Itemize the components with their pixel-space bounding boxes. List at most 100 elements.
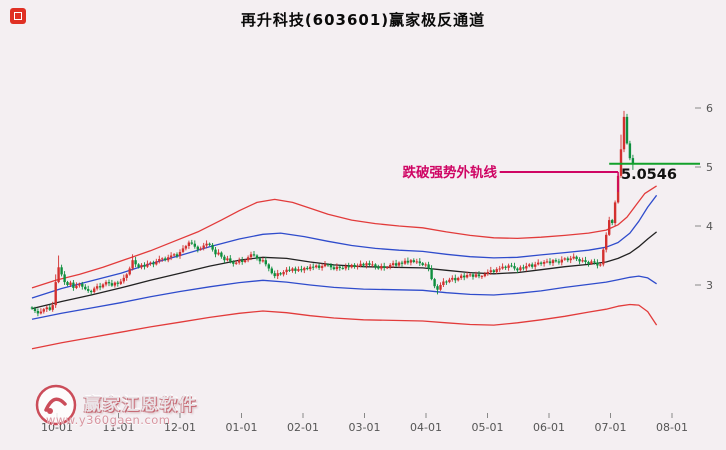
x-axis-label: 06-01	[533, 421, 565, 434]
candle-body	[264, 260, 267, 265]
candle-body	[116, 282, 119, 284]
candle-body	[599, 264, 602, 266]
candle-body	[249, 254, 253, 258]
candle-body	[528, 264, 531, 267]
current-price-line: 5.0546	[609, 162, 700, 183]
candle-body	[516, 268, 519, 271]
candle-body	[279, 273, 282, 275]
y-axis-label: 6	[706, 102, 713, 115]
candle-body	[199, 248, 202, 250]
candle-body	[60, 267, 63, 275]
candle-body	[575, 256, 578, 260]
candle-body	[400, 262, 404, 264]
x-axis-label: 05-01	[472, 421, 504, 434]
candle-body	[581, 260, 584, 262]
candle-body	[421, 263, 424, 265]
candle-body	[329, 264, 333, 268]
candle-body	[380, 266, 383, 269]
candle-body	[110, 283, 114, 286]
candle-body	[418, 261, 421, 264]
candle-body	[190, 242, 193, 244]
x-axis-label: 07-01	[595, 421, 627, 434]
candle-body	[391, 263, 395, 265]
candle-body	[495, 269, 498, 272]
candle-body	[101, 284, 105, 288]
candle-body	[613, 202, 617, 224]
candle-body	[436, 286, 439, 290]
band-inner-upper-rail	[31, 194, 658, 299]
candle-body	[353, 264, 356, 267]
candle-body	[519, 267, 522, 271]
x-axis-label: 02-01	[287, 421, 319, 434]
candle-body	[261, 260, 265, 262]
candle-body	[220, 252, 223, 257]
candle-body	[625, 116, 629, 144]
candle-body	[128, 268, 131, 275]
candle-body	[87, 289, 90, 291]
candle-body	[63, 274, 66, 283]
candle-body	[306, 267, 309, 270]
x-axis-label: 08-01	[656, 421, 688, 434]
candle-body	[602, 249, 605, 265]
candle-body	[45, 307, 48, 310]
candle-body	[513, 266, 516, 269]
candle-body	[344, 266, 347, 269]
candle-body	[181, 248, 185, 252]
candle-body	[78, 283, 81, 286]
candle-body	[356, 266, 359, 268]
candle-body	[320, 266, 324, 268]
candle-body	[551, 260, 555, 264]
candle-body	[590, 261, 593, 264]
candle-body	[158, 259, 161, 262]
band-outer-lower-rail	[31, 303, 658, 350]
x-axis-label: 10-01	[41, 421, 73, 434]
candle-body	[433, 279, 436, 287]
app-logo-inner	[14, 12, 22, 20]
candle-body	[593, 261, 596, 263]
candle-body	[167, 257, 170, 261]
candle-body	[534, 264, 537, 267]
candle-body	[531, 264, 534, 267]
candle-body	[572, 256, 575, 259]
band-mid-rail	[31, 231, 658, 310]
candle-body	[312, 266, 315, 268]
candle-body	[545, 261, 549, 263]
candle-body	[504, 266, 507, 268]
candle-body	[208, 243, 211, 245]
candle-body	[427, 264, 430, 269]
candle-body	[149, 262, 152, 264]
candle-body	[548, 261, 552, 264]
watermark-logo-icon	[35, 384, 77, 426]
candle-body	[270, 268, 273, 274]
candle-body	[122, 277, 125, 282]
candle-body	[315, 265, 318, 268]
candle-body	[39, 311, 43, 314]
candle-body	[341, 267, 344, 269]
candle-body	[238, 260, 241, 263]
candle-body	[267, 264, 270, 269]
candle-body	[309, 266, 312, 270]
breakdown-annotation: 跌破强势外轨线	[403, 164, 619, 192]
candle-body	[202, 245, 205, 249]
candle-body	[84, 286, 87, 290]
watermark: 赢家江恩软件 www.y360gaen.com	[34, 383, 254, 433]
candle-body	[457, 277, 460, 281]
candle-body	[119, 281, 122, 284]
candle-body	[146, 263, 149, 267]
candle-body	[394, 263, 398, 266]
candle-body	[276, 273, 279, 277]
candle-body	[187, 242, 191, 246]
candle-body	[377, 266, 380, 269]
candle-body	[463, 275, 466, 278]
candle-body	[465, 275, 469, 278]
candle-body	[193, 243, 196, 247]
candle-body	[587, 262, 590, 264]
app-logo-icon	[10, 8, 26, 24]
candle-body	[403, 260, 407, 264]
candle-body	[347, 266, 350, 268]
candle-body	[386, 267, 389, 269]
candle-body	[554, 260, 558, 262]
y-axis-label: 3	[706, 279, 713, 292]
